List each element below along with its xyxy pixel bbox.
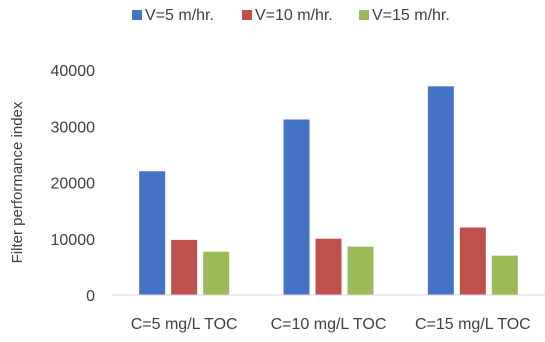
y-tick-label: 0 (86, 288, 95, 305)
legend-swatch-3 (359, 10, 369, 20)
y-tick-label: 10000 (51, 232, 96, 249)
y-axis-ticks: 0 10000 20000 30000 40000 (51, 63, 96, 305)
bar-3-3 (491, 255, 518, 295)
bar-3-2 (347, 246, 374, 295)
bar-1-2 (283, 119, 310, 295)
y-tick-label: 30000 (51, 119, 96, 136)
x-category-label: C=5 mg/L TOC (131, 316, 238, 333)
y-tick-label: 40000 (51, 63, 96, 80)
y-axis-title: Filter performance index (9, 101, 26, 263)
legend: V=5 m/hr. V=10 m/hr. V=15 m/hr. (132, 7, 450, 24)
bar-1-1 (139, 171, 166, 295)
bar-3-1 (203, 251, 230, 295)
bar-2-2 (315, 238, 342, 295)
legend-swatch-2 (242, 10, 252, 20)
legend-label-3: V=15 m/hr. (372, 7, 450, 24)
x-category-label: C=10 mg/L TOC (271, 316, 387, 333)
y-axis-title-group: Filter performance index (9, 101, 26, 263)
bar-2-3 (459, 227, 486, 295)
y-tick-label: 20000 (51, 176, 96, 193)
legend-label-1: V=5 m/hr. (145, 7, 214, 24)
bars (139, 86, 518, 295)
x-axis-labels: C=5 mg/L TOC C=10 mg/L TOC C=15 mg/L TOC (131, 316, 531, 333)
legend-label-2: V=10 m/hr. (255, 7, 333, 24)
bar-1-3 (427, 86, 454, 295)
legend-swatch-1 (132, 10, 142, 20)
bar-2-1 (171, 239, 198, 295)
x-category-label: C=15 mg/L TOC (415, 316, 531, 333)
